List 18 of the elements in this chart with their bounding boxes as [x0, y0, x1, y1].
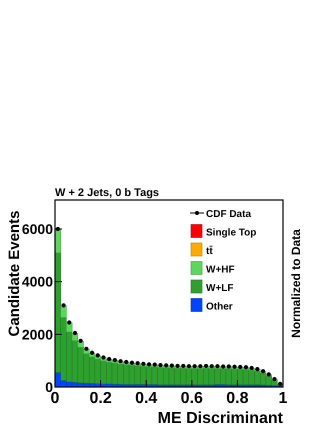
x-tick-label: 1 — [278, 390, 288, 407]
x-axis-title: ME Discriminant — [158, 410, 284, 427]
y-tick-label: 2000 — [22, 326, 54, 342]
x-tick-label: 0.8 — [226, 390, 249, 407]
chart-title: W + 2 Jets, 0 b Tags — [55, 187, 160, 199]
legend-label: CDF Data — [206, 209, 252, 220]
y-tick-label: 4000 — [22, 274, 54, 290]
legend-label: W+LF — [206, 283, 234, 294]
x-tick-label: 0.6 — [180, 390, 204, 407]
y-axis-title: Candidate Events — [6, 210, 23, 336]
x-tick-label: 0.4 — [135, 390, 158, 407]
legend-label: W+HF — [206, 264, 235, 276]
y2-axis-title: Normalized to Data — [289, 228, 303, 338]
y-tick-label: 6000 — [22, 220, 54, 237]
legend-label: tt̄ — [206, 245, 214, 257]
legend-label: Single Top — [206, 228, 256, 238]
legend-label: Other — [206, 302, 233, 312]
x-tick-label: 0.2 — [89, 390, 112, 407]
